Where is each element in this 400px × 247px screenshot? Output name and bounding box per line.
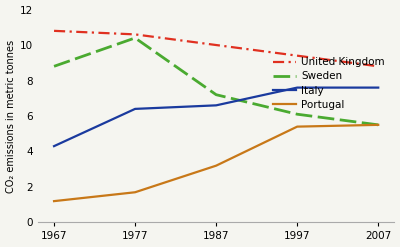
- Legend: United Kingdom, Sweden, Italy, Portugal: United Kingdom, Sweden, Italy, Portugal: [269, 53, 389, 114]
- Y-axis label: CO₂ emissions in metric tonnes: CO₂ emissions in metric tonnes: [6, 40, 16, 193]
